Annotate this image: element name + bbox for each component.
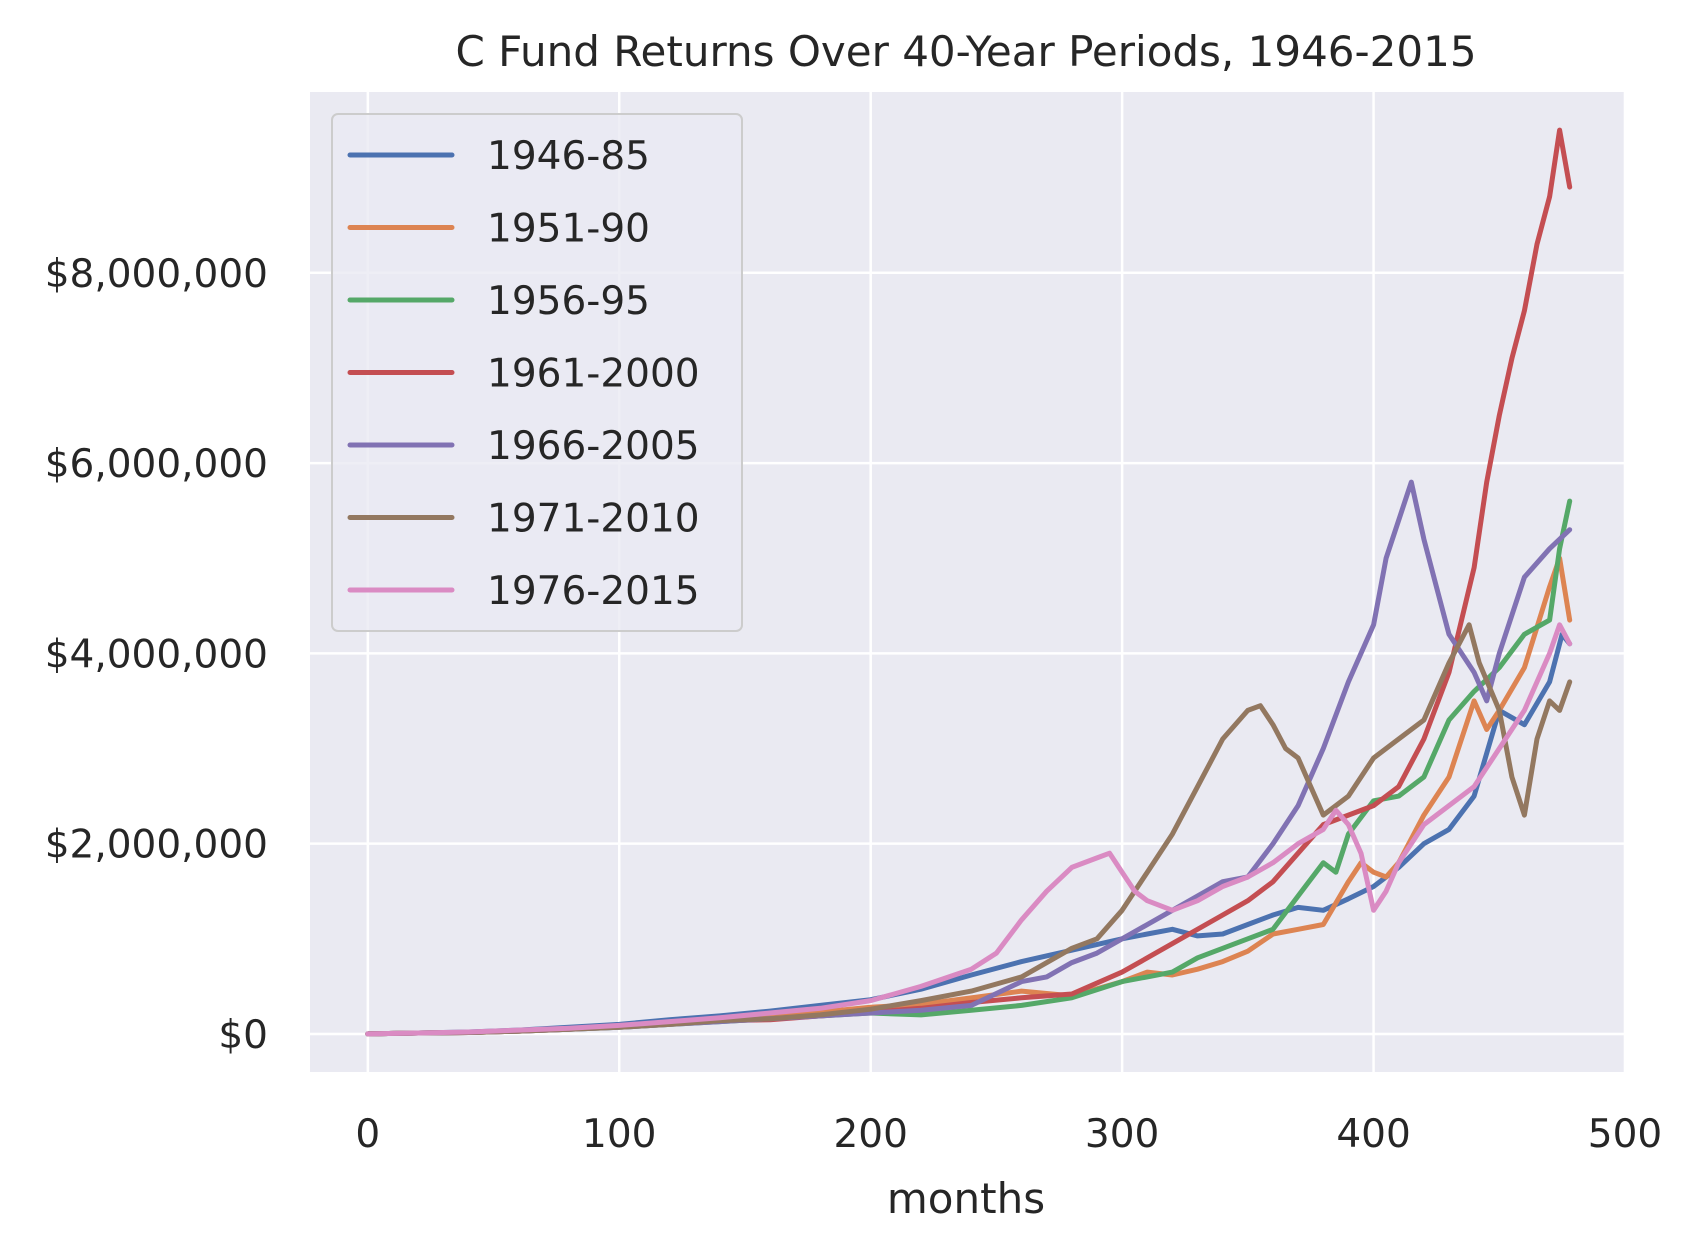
legend-label-5: 1966-2005	[487, 424, 700, 469]
legend: 1946-85 1951-90 1956-95 1961-2000 1966-2005 1…	[331, 113, 743, 632]
x-tick-label: 200	[833, 1112, 907, 1157]
x-tick-label: 300	[1085, 1112, 1159, 1157]
x-axis-ticks: 0 100 200 300 400 500	[355, 1112, 1662, 1157]
x-tick-label: 400	[1336, 1112, 1410, 1157]
legend-box	[331, 113, 743, 632]
y-tick-label: $6,000,000	[45, 442, 268, 487]
legend-label-6: 1971-2010	[487, 497, 700, 542]
legend-label-3: 1956-95	[487, 279, 650, 324]
chart-title: C Fund Returns Over 40-Year Periods, 194…	[455, 27, 1476, 76]
y-tick-label: $8,000,000	[45, 252, 268, 297]
series-line-7	[365, 622, 1573, 1037]
x-tick-label: 100	[582, 1112, 656, 1157]
series-line-6	[365, 622, 1573, 1037]
series-lines	[365, 127, 1573, 1037]
y-axis-ticks: $0 $2,000,000 $4,000,000 $6,000,000 $8,000,0…	[45, 252, 268, 1058]
y-tick-label: $4,000,000	[45, 632, 268, 677]
legend-label-4: 1961-2000	[487, 352, 700, 397]
legend-label-1: 1946-85	[487, 134, 650, 179]
y-tick-label: $2,000,000	[45, 823, 268, 868]
x-tick-label: 0	[355, 1112, 380, 1157]
legend-label-2: 1951-90	[487, 207, 650, 252]
legend-label-7: 1976-2015	[487, 569, 700, 614]
x-axis-label: months	[887, 1174, 1045, 1223]
x-tick-label: 500	[1588, 1112, 1662, 1157]
y-tick-label: $0	[218, 1013, 268, 1058]
